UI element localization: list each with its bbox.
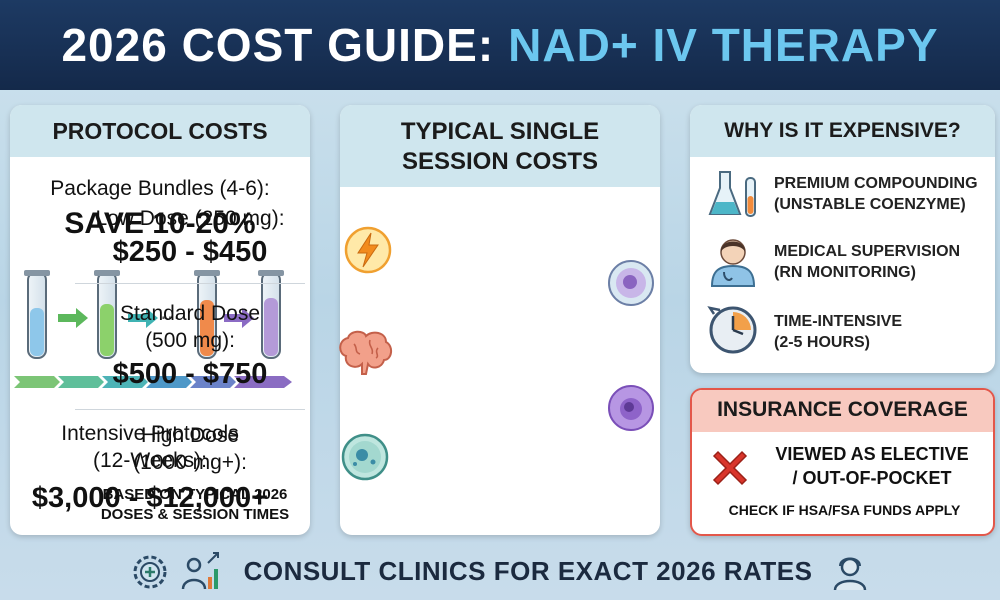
insurance-elective-text: VIEWED AS ELECTIVE / OUT-OF-POCKET [752,442,992,490]
package-savings: SAVE 10-20% [64,207,256,240]
intensive-label-line1: Intensive Protocols [61,422,239,445]
header-banner: 2026 COST GUIDE: NAD+ IV THERAPY [0,0,1000,90]
nurse-icon [710,239,756,287]
clock-icon [707,306,757,354]
standard-dose-block: Standard Dose (500 mg): $500 - $750 [70,300,310,391]
test-tube-purple-icon [258,270,284,359]
purple-cell-icon [608,260,654,306]
insurance-heading: INSURANCE COVERAGE [692,390,993,432]
why-item-line2: (2-5 HOURS) [774,334,871,351]
why-item-line2: (UNSTABLE COENZYME) [774,196,966,213]
intensive-protocols-price: $3,000 - $12,000+ [31,482,269,514]
cell-icon [341,433,389,481]
brain-icon [339,330,392,375]
why-item-supervision: MEDICAL SUPERVISION (RN MONITORING) [774,241,960,283]
single-session-heading: TYPICAL SINGLE SESSION COSTS [340,105,660,187]
gear-plus-icon [133,555,167,588]
single-session-card: TYPICAL SINGLE SESSION COSTS [340,105,660,535]
low-dose-label: Low Dose (250 mg): [95,207,285,230]
basis-line2: DOSES & SESSION TIMES [100,506,290,523]
single-session-heading-line2: SESSION COSTS [401,148,599,175]
standard-dose-label-line1: Standard Dose [119,302,261,325]
standard-dose-price: $500 - $750 [112,358,268,390]
title-part1: 2026 COST GUIDE: [61,19,495,71]
low-dose-price: $250 - $450 [112,236,268,268]
high-dose-label-line1: High Dose [140,424,240,447]
intensive-label-line2: (12-Weeks): [93,449,207,472]
test-tubes-progression-icon: ⋯ [24,270,284,359]
why-expensive-heading: WHY IS IT EXPENSIVE? [690,105,995,157]
lightning-bolt-icon [344,226,392,274]
insurance-line1: VIEWED AS ELECTIVE [775,444,969,464]
low-dose-block: Low Dose (250 mg): $250 - $450 [70,205,310,269]
high-dose-label-line2: (1000 mg+): [133,451,247,474]
protocol-costs-heading: PROTOCOL COSTS [10,105,310,157]
intensive-protocols-label: Intensive Protocols (12-Weeks): [0,420,300,474]
single-session-heading-line1: TYPICAL SINGLE [400,118,600,145]
footer-bar: CONSULT CLINICS FOR EXACT 2026 RATES [0,543,1000,600]
hsa-fsa-note: CHECK IF HSA/FSA FUNDS APPLY [728,502,961,518]
flask-icon [708,171,756,217]
test-tube-blue-icon [24,270,50,359]
standard-dose-label-line2: (500 mg): [145,329,235,352]
violet-cell-icon [608,385,654,431]
dose-basis-note: BASED ON TYPICAL 2026 DOSES & SESSION TI… [60,485,330,525]
why-item-line1: PREMIUM COMPOUNDING [774,175,978,192]
insurance-line2: / OUT-OF-POCKET [792,468,952,488]
divider [75,283,305,284]
red-x-icon [712,450,748,486]
test-tube-green-icon [94,270,120,359]
why-expensive-card: WHY IS IT EXPENSIVE? PREMIUM COMPOUNDING… [690,105,995,373]
basis-line1: BASED ON TYPICAL 2026 [102,486,288,503]
divider [75,409,305,410]
why-item-line1: TIME-INTENSIVE [774,313,903,330]
why-item-line1: MEDICAL SUPERVISION [774,243,961,260]
high-dose-block: High Dose (1000 mg+): [70,422,310,476]
title-part2: NAD+ IV THERAPY [508,19,939,71]
why-item-line2: (RN MONITORING) [774,264,916,281]
why-item-time: TIME-INTENSIVE (2-5 HOURS) [774,311,902,353]
package-bundles-label: Package Bundles (4-6): [50,177,270,200]
footer-text: CONSULT CLINICS FOR EXACT 2026 RATES [243,556,813,586]
svg-text:⋯: ⋯ [160,305,180,329]
consultant-icon [834,557,867,590]
why-item-compounding: PREMIUM COMPOUNDING (UNSTABLE COENZYME) [774,173,978,215]
test-tube-orange-icon [194,270,220,359]
person-growth-icon [181,551,219,589]
progress-arrow-band [14,376,292,388]
protocol-costs-card: PROTOCOL COSTS Package Bundles (4-6): SA… [10,105,310,535]
